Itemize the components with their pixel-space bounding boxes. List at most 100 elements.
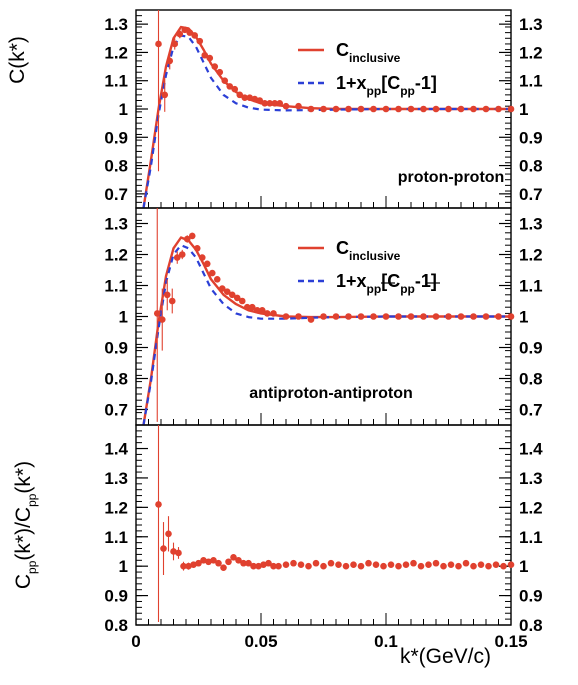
data-point: [395, 105, 402, 113]
data-point: [208, 269, 216, 277]
data-point: [410, 559, 417, 567]
y-tick-label-left: 1: [119, 308, 128, 327]
data-point: [282, 313, 290, 320]
data-point: [327, 559, 335, 567]
legend-label-model: 1+xpp[Cpp-1]: [336, 73, 437, 98]
data-point: [206, 54, 214, 62]
data-point: [507, 561, 515, 569]
y-tick-label-right: 0.7: [519, 401, 543, 420]
data-point: [507, 105, 515, 113]
data-point: [228, 291, 236, 299]
y-tick-label-left: 0.9: [104, 339, 128, 358]
data-point: [295, 102, 302, 110]
data-point: [250, 562, 257, 570]
data-point: [432, 559, 440, 567]
y-tick-label-left: 0.9: [104, 587, 128, 606]
data-point: [171, 40, 179, 48]
data-point: [158, 316, 166, 323]
plot-frame: [135, 424, 512, 626]
y-tick-label-right: 1.2: [519, 43, 543, 62]
data-point: [485, 562, 492, 570]
data-point: [160, 545, 167, 552]
data-point: [445, 105, 452, 113]
data-point: [282, 102, 290, 110]
data-point: [477, 561, 485, 569]
data-point: [198, 254, 206, 261]
data-point: [161, 91, 169, 99]
y-tick-label-left: 1: [119, 100, 128, 119]
y-tick-label-right: 1.1: [519, 277, 543, 296]
data-point: [235, 556, 242, 564]
data-point: [271, 100, 279, 107]
y-tick-label-right: 1.1: [519, 72, 543, 91]
data-point: [370, 313, 377, 320]
y-tick-label-right: 0.9: [519, 339, 543, 358]
data-point: [507, 313, 515, 320]
data-point: [432, 105, 440, 113]
y-tick-label-left: 1.1: [104, 72, 128, 91]
data-point: [216, 68, 224, 76]
data-point: [261, 100, 269, 107]
x-tick-label: 0: [131, 632, 140, 651]
data-point: [370, 105, 377, 113]
data-point: [275, 562, 282, 570]
data-point: [236, 91, 244, 99]
data-point: [332, 313, 340, 320]
data-point: [380, 562, 387, 570]
data-point: [425, 561, 432, 569]
data-point: [307, 316, 315, 323]
data-point: [382, 105, 390, 113]
data-point: [342, 562, 350, 570]
panel-annotation: antiproton-antiproton: [249, 385, 413, 402]
y-tick-label-left: 0.7: [104, 185, 128, 204]
data-point: [243, 303, 251, 311]
data-point: [205, 558, 212, 566]
data-point: [407, 105, 415, 113]
y-tick-label-left: 1.3: [104, 469, 128, 488]
data-point: [365, 559, 372, 567]
y-tick-label-right: 1.3: [519, 469, 543, 488]
y-tick-label-right: 0.8: [519, 616, 543, 635]
data-point: [166, 57, 174, 65]
data-point: [211, 63, 219, 70]
legend-label-model: 1+xpp[Cpp-1]: [336, 271, 437, 296]
data-point: [220, 564, 227, 571]
y-tick-label-right: 1.4: [519, 440, 543, 459]
y-tick-label-left: 1.3: [104, 215, 128, 234]
data-point: [357, 313, 365, 320]
data-point: [420, 105, 427, 113]
y-tick-label-left: 1.1: [104, 528, 128, 547]
y-tick-label-right: 1.1: [519, 528, 543, 547]
data-point: [186, 29, 194, 36]
data-point: [153, 310, 161, 317]
data-point: [462, 559, 470, 567]
y-tick-label-left: 0.8: [104, 157, 128, 176]
data-point: [470, 105, 477, 113]
data-point: [295, 313, 302, 320]
data-point: [482, 313, 490, 320]
data-point: [176, 30, 184, 38]
data-point: [180, 562, 187, 570]
data-point: [417, 562, 425, 570]
data-point: [188, 232, 196, 240]
data-point: [175, 549, 182, 557]
data-point: [183, 235, 191, 243]
data-point: [225, 558, 232, 566]
data-point: [492, 561, 500, 569]
legend-label-inclusive: Cinclusive: [336, 40, 401, 65]
data-point: [255, 562, 262, 570]
y-tick-label-right: 1.2: [519, 498, 543, 517]
data-point: [382, 313, 390, 320]
y-tick-label-left: 0.8: [104, 370, 128, 389]
data-point: [251, 95, 259, 103]
data-point: [230, 554, 237, 561]
y-tick-label-right: 0.9: [519, 128, 543, 147]
data-point: [193, 245, 201, 252]
data-point: [213, 276, 221, 283]
panel-antiproton-antiproton: 0.7 0.7 0.8 0.8 0.9 0.9 1 1 1.1 1.1 1.2 1.2 1.3 1.3 Ci…: [104, 207, 543, 426]
data-point: [297, 561, 305, 569]
legend-label-inclusive: Cinclusive: [336, 238, 401, 263]
y-tick-label-left: 1.2: [104, 43, 128, 62]
data-point: [345, 105, 352, 113]
data-point: [455, 562, 462, 570]
